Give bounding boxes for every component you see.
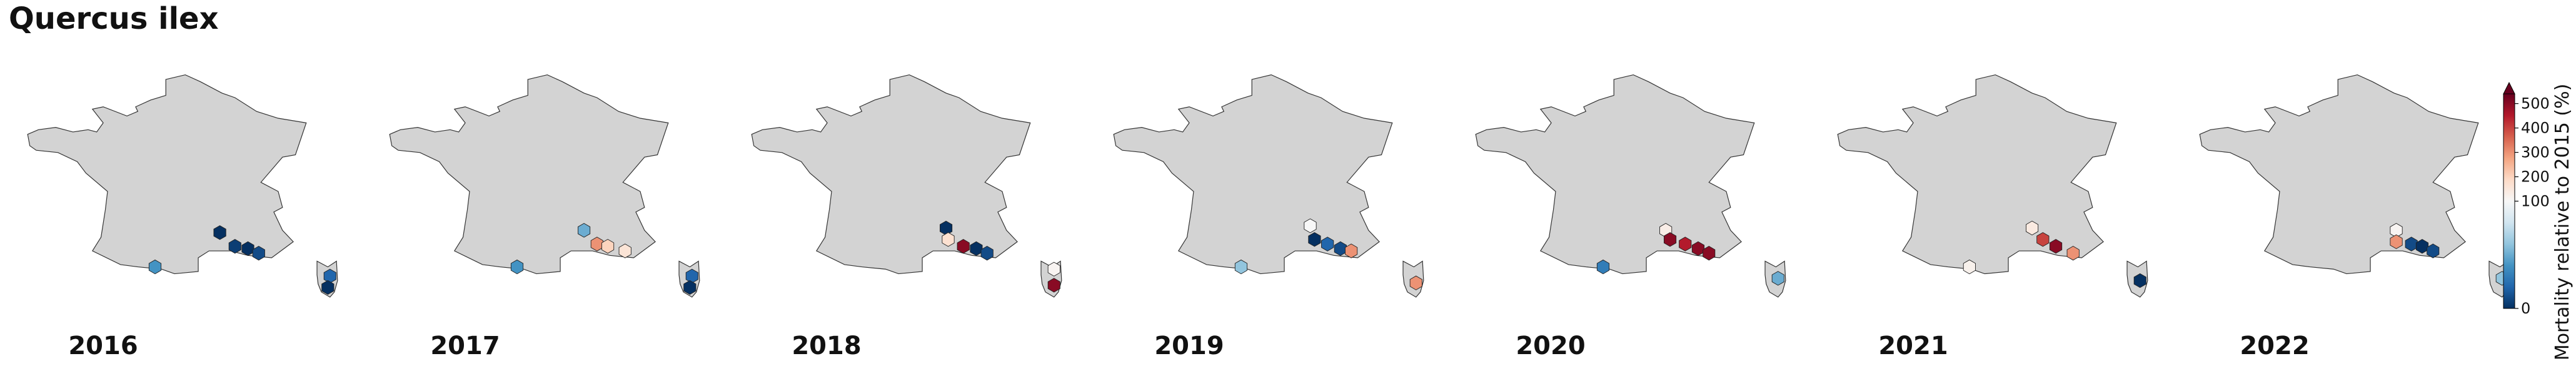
mortality-hex-cell [2390,223,2403,238]
mortality-hex-cell [1345,243,1358,258]
figure-title: Quercus ilex [9,1,219,36]
mortality-hex-cell [1703,246,1716,261]
mortality-hex-cell [1679,236,1692,252]
mortality-hex-cell [252,246,265,261]
year-label-2019: 2019 [1154,332,1224,360]
mortality-hex-cell [1664,232,1677,247]
mortality-hex-cell [1409,275,1422,290]
year-label-2016: 2016 [68,332,138,360]
mortality-hex-cell [1771,271,1784,286]
mortality-hex-cell [940,220,953,236]
mortality-hex-cell [1047,262,1060,277]
mortality-hex-cell [1047,278,1060,293]
mortality-hex-cell [228,239,241,254]
colorbar-tick-label: 500 [2521,95,2550,113]
mortality-hex-cell [510,259,524,275]
mortality-hex-cell [323,268,336,283]
france-outline [1837,74,2117,275]
mortality-hex-cell [2066,246,2080,261]
mortality-hex-cell [2049,239,2063,254]
mortality-hex-cell [618,243,631,258]
france-outline [2199,74,2479,275]
map-panels: 2016 2017 2018 2019 2020 2021 2022 [27,74,2510,360]
year-label-2022: 2022 [2240,332,2310,360]
france-outline [27,74,307,275]
france-outline [1475,74,1755,275]
mortality-hex-cell [2036,232,2050,247]
colorbar: 0 100 200 300 400 500 Mortality relative to 20… [2503,81,2573,361]
year-label-2020: 2020 [1516,332,1586,360]
mortality-hex-cell [980,246,994,261]
colorbar-tick-label: 200 [2521,168,2550,186]
mortality-hex-cell [2427,243,2440,258]
map-panel-2020 [1475,74,1786,298]
year-label-2018: 2018 [792,332,862,360]
france-outline [389,74,669,275]
mortality-hex-cell [683,280,697,295]
colorbar-extend-arrow [2503,81,2515,94]
map-panel-2021 [1837,74,2148,298]
map-panel-2016 [27,74,338,298]
mortality-hex-cell [601,239,615,254]
mortality-hex-cell [1321,236,1334,252]
mortality-hex-cell [2133,273,2146,288]
year-label-2021: 2021 [1878,332,1948,360]
mortality-hex-cell [213,225,226,240]
colorbar-tick-label: 300 [2521,144,2550,161]
mortality-hex-cell [1596,259,1610,275]
mortality-hex-cell [685,268,698,283]
mortality-hex-cell [148,259,162,275]
mortality-hex-cell [1308,232,1321,247]
colorbar-gradient [2503,93,2515,309]
map-panel-2019 [1113,74,1424,298]
mortality-hex-cell [957,239,970,254]
year-label-2017: 2017 [430,332,500,360]
colorbar-tick-label: 100 [2521,193,2550,210]
mortality-hex-cell [2390,234,2403,250]
mortality-hex-cell [2026,220,2039,236]
colorbar-label: Mortality relative to 2015 (%) [2552,84,2573,361]
colorbar-tick-label: 0 [2521,300,2530,317]
colorbar-tick-label: 400 [2521,119,2550,137]
map-panel-2018 [751,74,1062,298]
mortality-hex-cell [1234,259,1248,275]
france-outline [751,74,1031,275]
mortality-hex-cell [942,232,955,247]
france-outline [1113,74,1393,275]
mortality-hex-cell [1304,218,1317,233]
mortality-hex-cell [578,223,591,238]
map-panel-2022 [2199,74,2510,298]
map-panel-2017 [389,74,700,298]
mortality-hex-cell [321,280,335,295]
mortality-hex-cell [1963,259,1976,275]
